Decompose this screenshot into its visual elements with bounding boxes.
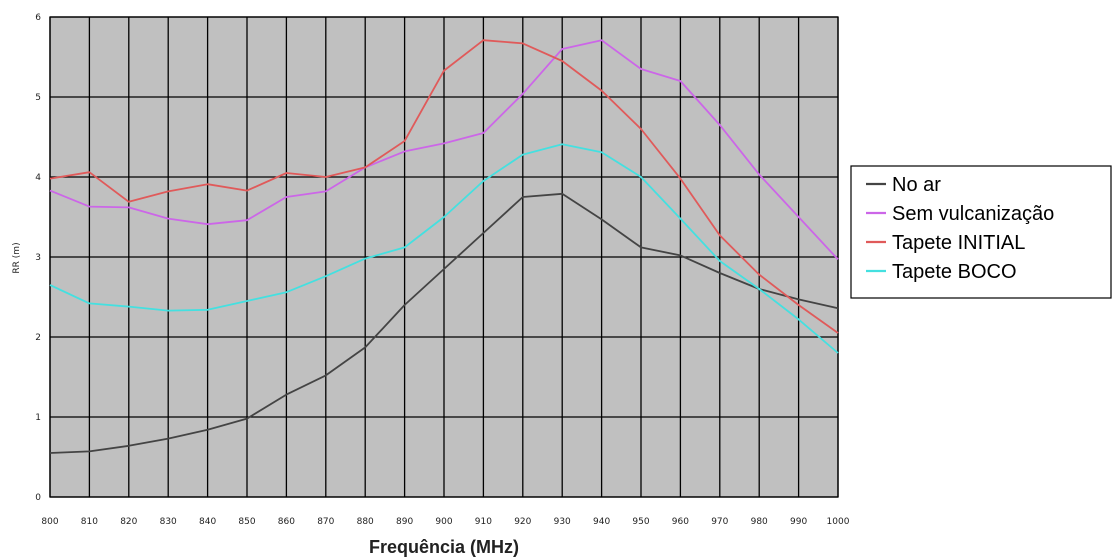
x-tick-label: 980 bbox=[751, 517, 768, 527]
x-tick-label: 840 bbox=[199, 517, 216, 527]
x-tick-label: 960 bbox=[672, 517, 689, 527]
series-line-sem-vulcaniza-o bbox=[49, 39, 839, 261]
y-tick-label: 6 bbox=[35, 13, 41, 23]
series-line-tapete-boco bbox=[49, 143, 839, 354]
x-tick-label: 850 bbox=[238, 517, 255, 527]
y-tick-label: 0 bbox=[35, 493, 41, 503]
legend-box bbox=[850, 165, 1112, 299]
x-tick-label: 940 bbox=[593, 517, 610, 527]
x-tick-label: 880 bbox=[357, 517, 374, 527]
x-tick-label: 820 bbox=[120, 517, 137, 527]
x-tick-label: 860 bbox=[278, 517, 295, 527]
x-tick-label: 890 bbox=[396, 517, 413, 527]
y-tick-label: 1 bbox=[35, 413, 41, 423]
y-tick-label: 5 bbox=[35, 93, 41, 103]
x-tick-label: 1000 bbox=[827, 517, 850, 527]
x-axis-ticks: 800 810 820 830 840 850 860 870 880 890 900 910 920 9… bbox=[41, 517, 849, 527]
x-axis-label: Frequência (MHz) bbox=[369, 537, 519, 557]
x-tick-label: 800 bbox=[41, 517, 58, 527]
y-tick-label: 4 bbox=[35, 173, 41, 183]
x-tick-label: 920 bbox=[514, 517, 531, 527]
x-tick-label: 990 bbox=[790, 517, 807, 527]
y-axis-ticks: 0 1 2 3 4 5 6 bbox=[35, 13, 41, 503]
y-tick-label: 3 bbox=[35, 253, 41, 263]
legend-label: No ar bbox=[892, 174, 941, 196]
legend-items: No ar Sem vulcanização Tapete INITIAL Tapet… bbox=[866, 174, 1054, 283]
x-tick-label: 900 bbox=[435, 517, 452, 527]
legend-label: Sem vulcanização bbox=[892, 203, 1054, 225]
x-tick-label: 830 bbox=[160, 517, 177, 527]
x-tick-label: 810 bbox=[81, 517, 98, 527]
legend-label: Tapete INITIAL bbox=[892, 232, 1025, 254]
legend: No ar Sem vulcanização Tapete INITIAL Tapet… bbox=[850, 165, 1112, 299]
x-tick-label: 910 bbox=[475, 517, 492, 527]
x-tick-label: 870 bbox=[317, 517, 334, 527]
series-lines bbox=[49, 39, 839, 454]
series-line-no-ar bbox=[49, 192, 839, 454]
plot-border bbox=[49, 16, 839, 498]
x-tick-label: 950 bbox=[632, 517, 649, 527]
x-tick-label: 970 bbox=[711, 517, 728, 527]
y-tick-label: 2 bbox=[35, 333, 41, 343]
y-axis-label: RR (m) bbox=[12, 242, 22, 273]
legend-label: Tapete BOCO bbox=[892, 261, 1017, 283]
x-tick-label: 930 bbox=[554, 517, 571, 527]
series-line-tapete-initial bbox=[49, 39, 839, 334]
grid bbox=[49, 16, 839, 498]
